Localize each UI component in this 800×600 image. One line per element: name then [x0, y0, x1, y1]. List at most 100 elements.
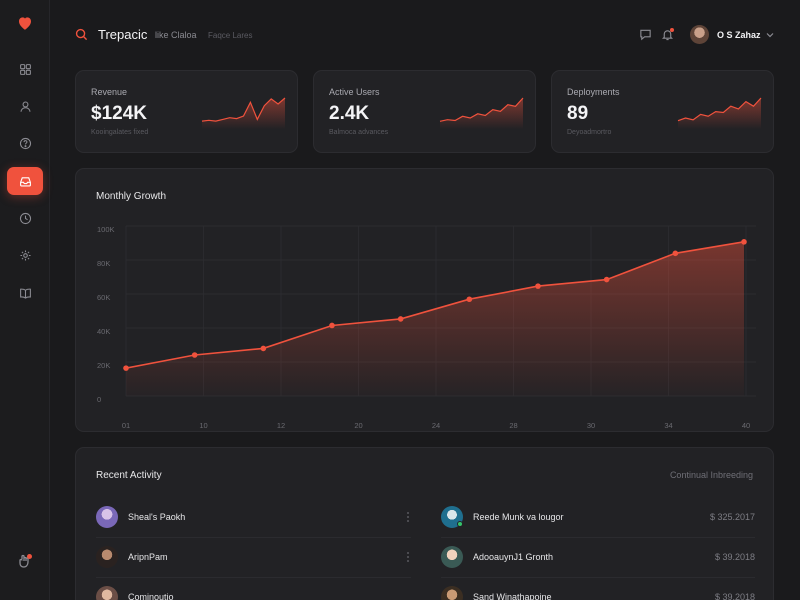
stat-value: $124K [91, 103, 147, 124]
activity-name: Sheal's Paokh [128, 512, 186, 522]
sidebar-item-settings[interactable] [7, 241, 43, 269]
sparkline-chart [677, 97, 762, 129]
data-point [329, 322, 335, 329]
activity-row[interactable]: Sheal's Paokh [96, 498, 411, 538]
stat-label: Active Users [329, 87, 380, 97]
page-hint: Faqce Lares [208, 31, 253, 40]
search-icon[interactable] [75, 28, 88, 41]
user-icon [20, 101, 30, 112]
x-tick-label: 12 [277, 421, 285, 430]
x-tick-label: 34 [664, 421, 672, 430]
grid-icon [19, 63, 31, 75]
sparkline-chart [201, 97, 286, 129]
clock-icon [19, 212, 31, 224]
chart-line [125, 241, 745, 369]
activity-amount: $ 39.2018 [714, 592, 755, 600]
notification-dot [27, 554, 32, 559]
data-point [672, 250, 679, 257]
divider [441, 577, 755, 578]
sidebar-item-dashboard[interactable] [7, 55, 43, 83]
activity-row[interactable]: AripnPam [96, 538, 411, 578]
y-tick-label: 60K [97, 293, 110, 302]
x-tick-label: 30 [587, 421, 595, 430]
sparkline-line [201, 97, 286, 122]
y-tick-label: 80K [97, 259, 110, 268]
x-tick-label: 40 [742, 421, 750, 430]
x-tick-label: 24 [432, 421, 440, 430]
activity-view-all-link[interactable]: Continual Inbreeding [669, 470, 753, 480]
recent-activity-card: Recent Activity Continual Inbreeding She… [75, 447, 774, 600]
sidebar-item-history[interactable] [7, 204, 43, 232]
activity-title: Recent Activity [96, 470, 162, 481]
divider [96, 577, 411, 578]
more-vertical-icon[interactable] [405, 551, 411, 563]
y-tick-label: 20K [97, 361, 110, 370]
more-vertical-icon[interactable] [405, 511, 411, 523]
data-point [397, 316, 404, 322]
stat-label: Revenue [91, 87, 128, 97]
data-point [191, 352, 198, 358]
bell-icon[interactable] [661, 28, 674, 41]
y-tick-label: 100K [97, 225, 115, 234]
sidebar-item-docs[interactable] [7, 279, 43, 307]
stat-value: 2.4K [329, 103, 370, 124]
stat-caption: Kooingalates fixed [91, 129, 149, 136]
data-point [535, 283, 541, 289]
book-icon [19, 288, 31, 299]
stat-card-deployments[interactable]: Deployments 89 Deyoadmortro [551, 70, 774, 153]
avatar [96, 506, 118, 528]
avatar[interactable] [690, 25, 709, 44]
monthly-growth-card: Monthly Growth 100K 80K 60K 40K 20K 0 01 10 12 20… [75, 168, 774, 432]
sparkline-area [202, 98, 285, 129]
top-bar: Trepacic like Claloa Faqce Lares O S Zah… [50, 0, 800, 70]
stat-card-revenue[interactable]: Revenue $124K Kooingalates fixed [75, 70, 298, 153]
bell-hand-icon[interactable] [18, 553, 32, 569]
x-tick-label: 01 [122, 421, 130, 430]
stat-card-active-users[interactable]: Active Users 2.4K Balmoca advances [313, 70, 536, 153]
activity-row[interactable]: Reede Munk va lougor $ 325.2017 [441, 498, 755, 538]
sidebar-item-users[interactable] [7, 92, 43, 120]
sidebar-item-inbox[interactable] [7, 167, 43, 195]
activity-amount: $ 39.2018 [714, 552, 755, 562]
page-title: Trepacic [98, 27, 148, 42]
sidebar-item-help[interactable] [7, 129, 43, 157]
sparkline-line [677, 97, 762, 122]
activity-row[interactable]: Sand Winathapoine $ 39.2018 [441, 578, 755, 600]
chart-title: Monthly Growth [96, 191, 167, 202]
page-subtitle: like Claloa [155, 30, 197, 40]
activity-name: Sand Winathapoine [473, 592, 552, 600]
chevron-down-icon[interactable] [766, 32, 774, 38]
x-tick-label: 10 [199, 421, 207, 430]
stat-label: Deployments [567, 87, 620, 97]
data-point [603, 276, 610, 283]
avatar [96, 586, 118, 600]
x-tick-label: 20 [354, 421, 362, 430]
data-point [741, 239, 747, 245]
heart-icon[interactable] [16, 14, 34, 32]
sparkline-area [440, 98, 523, 129]
data-point [123, 365, 129, 371]
divider [441, 537, 755, 538]
chat-icon[interactable] [639, 28, 652, 41]
sparkline-chart [439, 97, 524, 129]
growth-chart[interactable]: 100K 80K 60K 40K 20K 0 01 10 12 20 24 28 30 34 40 [76, 169, 775, 433]
sparkline-line [439, 97, 524, 122]
stat-caption: Balmoca advances [329, 129, 389, 136]
chart-area [126, 241, 744, 396]
activity-name: AripnPam [128, 552, 168, 562]
sparkline-area [678, 98, 761, 129]
divider [96, 537, 411, 538]
avatar [441, 546, 463, 568]
y-tick-label: 40K [97, 327, 110, 336]
sidebar [0, 0, 50, 600]
gear-icon [19, 249, 31, 261]
bell-badge [670, 28, 674, 32]
data-point [260, 345, 267, 352]
stat-caption: Deyoadmortro [567, 129, 612, 136]
user-name[interactable]: O S Zahaz [717, 30, 761, 40]
avatar [96, 546, 118, 568]
activity-row[interactable]: AdooauynJ1 Gronth $ 39.2018 [441, 538, 755, 578]
activity-row[interactable]: Cominoutio [96, 578, 411, 600]
avatar [441, 586, 463, 600]
activity-name: Reede Munk va lougor [473, 512, 564, 522]
